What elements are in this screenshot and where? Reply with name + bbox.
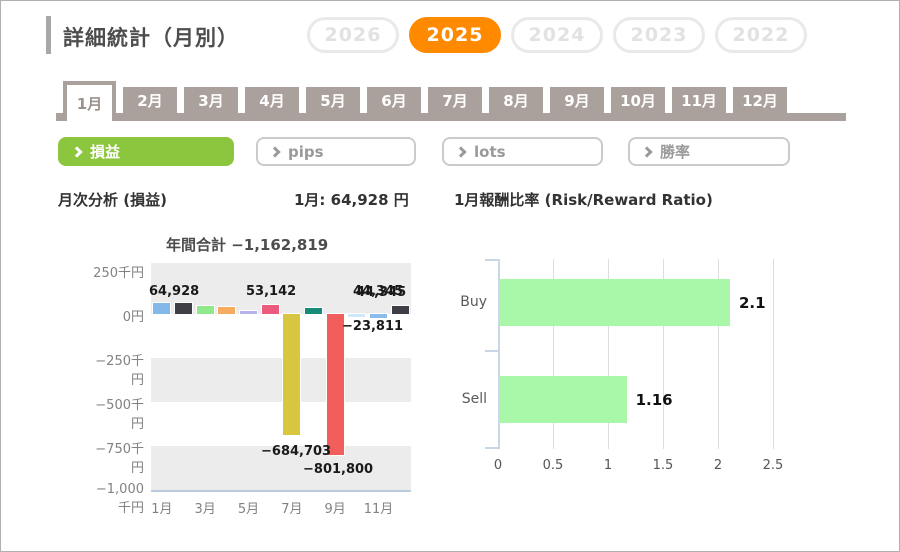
filter-win-rate-button[interactable]: 勝率	[628, 137, 790, 166]
bar-value-label: −801,800	[303, 462, 374, 477]
bar-month-11	[370, 314, 387, 319]
title-accent-bar	[46, 16, 51, 54]
chevron-right-icon	[71, 145, 83, 158]
filter-lots-button[interactable]: lots	[442, 137, 603, 166]
grid-stripe	[151, 263, 411, 314]
month-total-value: 1月: 64,928 円	[294, 191, 409, 209]
x-axis-tick-label: 0.5	[542, 458, 564, 473]
filter-label: 勝率	[660, 143, 691, 161]
bar-sell	[499, 376, 627, 423]
bar-value-label: 64,928	[149, 284, 200, 299]
month-tab-3[interactable]: 3月	[184, 87, 238, 113]
year-pill-2022[interactable]: 2022	[715, 17, 807, 53]
annual-total-label: 年間合計 −1,162,819	[166, 236, 329, 254]
y-axis-tick-label: −250千円	[95, 354, 144, 388]
chevron-right-icon	[641, 145, 653, 158]
axis-tick	[485, 259, 498, 261]
x-axis-tick-label: 7月	[281, 502, 303, 517]
month-tab-7[interactable]: 7月	[428, 87, 482, 113]
category-label-buy: Buy	[460, 294, 487, 310]
year-pill-2024[interactable]: 2024	[511, 17, 603, 53]
month-tab-12[interactable]: 12月	[733, 87, 787, 113]
bar-month-5	[240, 311, 257, 314]
bar-value-label: 1.16	[635, 391, 673, 409]
bar-month-12	[392, 306, 409, 314]
filter-label: lots	[474, 142, 506, 161]
bar-value-label: 44,345	[353, 284, 404, 299]
y-axis-tick-label: 250千円	[93, 266, 144, 281]
bar-month-3	[197, 306, 214, 314]
bar-value-label: 53,142	[246, 284, 297, 299]
bar-value-label: 44,345	[356, 285, 407, 300]
x-axis-tick-label: 1	[603, 458, 613, 473]
bar-buy	[499, 279, 730, 326]
x-axis-tick-label: 1.5	[652, 458, 674, 473]
filter-label: pips	[288, 142, 324, 161]
bar-month-2	[175, 303, 192, 314]
gridline	[553, 259, 554, 449]
x-axis-tick-label: 3月	[194, 502, 216, 517]
monthly-analysis-heading: 月次分析 (損益)	[58, 191, 167, 209]
x-axis-tick-label: 11月	[363, 502, 394, 517]
category-label-sell: Sell	[461, 391, 487, 407]
month-tabs: 1月 2月 3月 4月 5月 6月 7月 8月 9月 10月 11月 12月	[63, 81, 787, 121]
bar-value-label: 2.1	[739, 294, 766, 312]
year-pill-2026[interactable]: 2026	[307, 17, 399, 53]
page-title: 詳細統計（月別）	[63, 26, 239, 50]
month-tab-8[interactable]: 8月	[489, 87, 543, 113]
month-tab-11[interactable]: 11月	[672, 87, 726, 113]
x-axis-tick-label: 1月	[151, 502, 173, 517]
gridline	[773, 259, 774, 449]
gridline	[608, 259, 609, 449]
month-tab-6[interactable]: 6月	[367, 87, 421, 113]
bar-month-4	[218, 306, 235, 314]
bar-month-1	[153, 302, 170, 314]
y-axis-line	[498, 259, 500, 449]
y-axis-tick-label: −500千円	[95, 398, 144, 432]
x-axis-tick-label: 9月	[324, 502, 346, 517]
bar-value-label: −23,811	[342, 319, 404, 334]
bar-month-7	[283, 314, 300, 435]
x-axis-line	[151, 490, 411, 492]
x-axis-tick-label: 0	[493, 458, 503, 473]
x-axis-tick-label: 5月	[237, 502, 260, 517]
month-tab-2[interactable]: 2月	[123, 87, 177, 113]
risk-reward-heading: 1月報酬比率 (Risk/Reward Ratio)	[454, 191, 713, 209]
grid-stripe	[151, 358, 411, 402]
x-axis-tick-label: 2.5	[762, 458, 784, 473]
month-tab-4[interactable]: 4月	[245, 87, 299, 113]
filter-profit-loss-button[interactable]: 損益	[58, 137, 234, 166]
gridline	[718, 259, 719, 449]
y-axis-tick-label: −1,000千円	[95, 482, 144, 516]
month-tab-1[interactable]: 1月	[63, 81, 116, 121]
axis-tick	[485, 350, 498, 352]
bar-month-9	[327, 314, 344, 456]
bar-month-10	[348, 314, 365, 317]
month-tab-10[interactable]: 10月	[611, 87, 665, 113]
y-axis-tick-label: −750千円	[95, 442, 144, 476]
filter-pips-button[interactable]: pips	[256, 137, 416, 166]
gridline	[663, 259, 664, 449]
x-axis-tick-label: 2	[713, 458, 723, 473]
bar-month-8	[305, 308, 322, 314]
bar-value-label: −684,703	[261, 444, 332, 459]
year-pill-2025[interactable]: 2025	[409, 17, 501, 53]
chevron-right-icon	[455, 145, 467, 158]
y-axis-tick-label: 0円	[122, 310, 144, 325]
filter-label: 損益	[90, 143, 121, 161]
year-pill-2023[interactable]: 2023	[613, 17, 705, 53]
grid-stripe	[151, 446, 411, 490]
month-tab-5[interactable]: 5月	[306, 87, 360, 113]
year-selector: 2026 2025 2024 2023 2022	[307, 17, 807, 53]
chevron-right-icon	[269, 145, 281, 158]
bar-month-6	[262, 304, 279, 314]
month-tab-9[interactable]: 9月	[550, 87, 604, 113]
axis-tick	[485, 447, 498, 449]
month-tabs-baseline	[56, 113, 846, 121]
